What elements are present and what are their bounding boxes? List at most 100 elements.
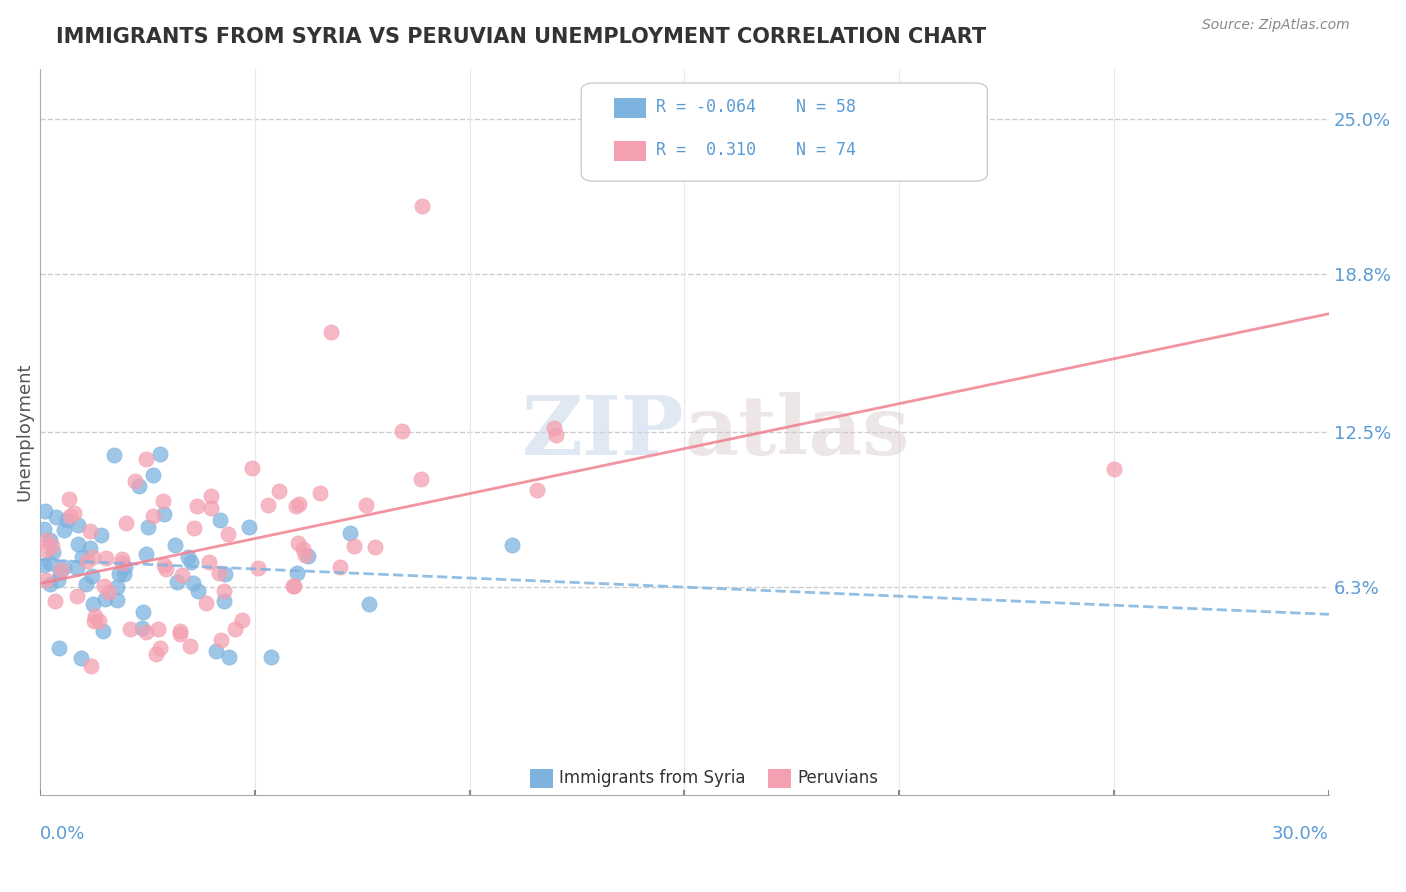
Point <box>114 559 136 574</box>
Point <box>48 640 70 655</box>
Bar <box>768 770 792 788</box>
Point <box>58 491 80 506</box>
Point <box>180 555 202 569</box>
Bar <box>613 141 645 161</box>
Point <box>391 425 413 439</box>
Point <box>208 513 231 527</box>
Point <box>39 533 62 547</box>
Point <box>135 625 157 640</box>
Point <box>148 622 170 636</box>
Point <box>246 561 269 575</box>
Point <box>356 498 378 512</box>
Point <box>152 494 174 508</box>
Point <box>90 528 112 542</box>
Point <box>152 558 174 573</box>
Point <box>319 325 342 339</box>
Point <box>187 583 209 598</box>
Point <box>39 557 62 571</box>
Point <box>79 524 101 538</box>
Point <box>329 560 352 574</box>
Point <box>94 550 117 565</box>
Point <box>49 565 72 579</box>
Point <box>544 428 567 442</box>
Text: 30.0%: 30.0% <box>1272 825 1329 843</box>
Text: Source: ZipAtlas.com: Source: ZipAtlas.com <box>1202 18 1350 32</box>
Point <box>103 449 125 463</box>
Point <box>120 622 142 636</box>
Point <box>142 468 165 483</box>
Point <box>34 504 56 518</box>
Point <box>200 501 222 516</box>
Point <box>132 605 155 619</box>
Y-axis label: Unemployment: Unemployment <box>15 362 32 501</box>
Point <box>177 549 200 564</box>
Point <box>111 556 134 570</box>
Point <box>218 650 240 665</box>
Point <box>52 559 75 574</box>
Point <box>411 471 433 485</box>
Point <box>35 543 58 558</box>
Point <box>148 640 170 655</box>
Point <box>111 551 134 566</box>
Point <box>155 561 177 575</box>
Point <box>59 509 82 524</box>
Point <box>46 573 69 587</box>
Point <box>260 650 283 665</box>
Point <box>283 579 305 593</box>
Point <box>145 647 167 661</box>
Point <box>70 549 93 564</box>
Point <box>135 547 157 561</box>
Point <box>62 506 84 520</box>
Point <box>153 508 176 522</box>
Point <box>89 615 111 629</box>
Point <box>41 539 63 553</box>
Point <box>169 624 191 638</box>
Point <box>56 513 79 527</box>
Point <box>411 199 433 213</box>
Point <box>170 568 193 582</box>
Point <box>52 523 75 537</box>
Text: IMMIGRANTS FROM SYRIA VS PERUVIAN UNEMPLOYMENT CORRELATION CHART: IMMIGRANTS FROM SYRIA VS PERUVIAN UNEMPL… <box>56 27 987 46</box>
Point <box>288 497 311 511</box>
FancyBboxPatch shape <box>581 83 987 181</box>
Point <box>166 574 188 589</box>
Point <box>526 483 548 498</box>
Point <box>136 519 159 533</box>
Point <box>135 452 157 467</box>
Bar <box>530 770 553 788</box>
Point <box>204 643 226 657</box>
Point <box>79 541 101 556</box>
Point <box>285 499 308 513</box>
Text: R = -0.064    N = 58: R = -0.064 N = 58 <box>657 97 856 116</box>
Point <box>45 509 67 524</box>
Point <box>38 577 60 591</box>
Point <box>94 591 117 606</box>
Point <box>214 584 236 599</box>
Point <box>105 592 128 607</box>
Point <box>51 564 73 578</box>
Point <box>32 558 55 572</box>
Point <box>131 621 153 635</box>
Point <box>359 597 381 611</box>
Point <box>339 526 361 541</box>
Point <box>115 516 138 531</box>
Point <box>1102 461 1125 475</box>
Point <box>208 566 231 580</box>
Point <box>35 573 58 587</box>
Point <box>543 421 565 435</box>
Point <box>287 536 309 550</box>
Text: ZIP: ZIP <box>522 392 685 472</box>
Point <box>32 522 55 536</box>
Point <box>501 538 523 552</box>
Point <box>183 521 205 535</box>
Point <box>183 575 205 590</box>
Point <box>195 596 218 610</box>
Point <box>76 577 98 591</box>
Point <box>309 486 332 500</box>
Point <box>42 544 65 558</box>
Point <box>80 659 103 673</box>
Point <box>240 460 263 475</box>
Point <box>93 579 115 593</box>
Point <box>142 509 165 524</box>
Point <box>231 614 253 628</box>
